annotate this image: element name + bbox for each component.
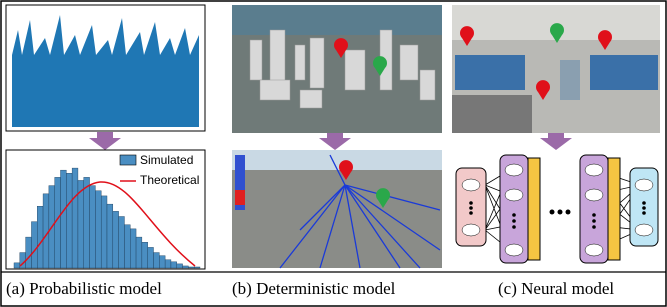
office-image — [452, 5, 660, 133]
histogram-bar — [113, 211, 119, 268]
histogram-bar — [177, 264, 183, 268]
histogram-bar — [194, 267, 200, 268]
histogram-bar — [154, 253, 160, 268]
legend-label: Theoretical — [140, 173, 199, 187]
histogram-bar — [183, 266, 189, 268]
caption: (a) Probabilistic model — [6, 279, 162, 298]
histogram-bar — [14, 263, 20, 268]
legend-swatch — [120, 155, 136, 165]
caption: (c) Neural model — [498, 279, 614, 298]
signal-panel — [6, 5, 205, 131]
signal-body — [12, 55, 199, 127]
histogram-bar — [124, 225, 130, 268]
histogram-bar — [101, 196, 107, 268]
histogram-bar — [136, 237, 142, 268]
histogram-bar — [66, 173, 72, 268]
histogram-bar — [37, 206, 43, 268]
histogram-bar — [90, 186, 96, 268]
histogram-bar — [43, 194, 49, 268]
histogram-bar — [148, 247, 154, 268]
coverage-image — [232, 150, 442, 268]
histogram-bar — [107, 204, 113, 268]
histogram-bar — [165, 260, 171, 268]
legend-label: Simulated — [140, 153, 193, 167]
histogram-bar — [142, 242, 148, 268]
histogram-bar — [171, 262, 177, 268]
histogram-bar — [95, 191, 101, 268]
city-image — [232, 5, 442, 133]
figure: Simulated Theoretical — [0, 0, 667, 307]
caption: (b) Deterministic model — [232, 279, 396, 298]
histogram-bar — [26, 237, 32, 268]
histogram-bar — [72, 168, 78, 268]
histogram-bar — [84, 177, 90, 268]
histogram-bar — [159, 256, 165, 268]
histogram-bar — [130, 229, 136, 268]
histogram-bar — [188, 267, 194, 268]
histogram-bar — [61, 170, 67, 268]
histogram-bar — [31, 222, 37, 268]
histogram-bar — [119, 217, 125, 269]
